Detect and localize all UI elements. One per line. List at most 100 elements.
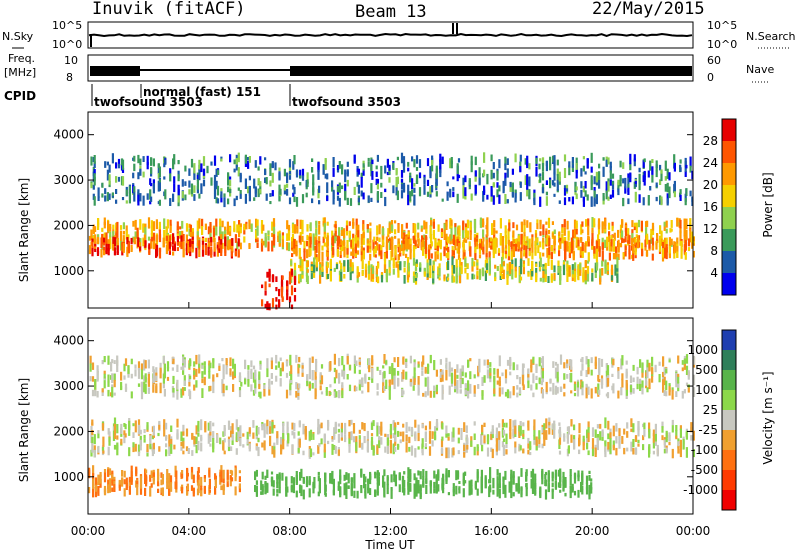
velocity-cell-cell xyxy=(427,365,430,374)
velocity-cell-cell xyxy=(237,427,240,432)
power-cell-cell xyxy=(664,237,667,248)
power-cell-cell xyxy=(152,183,155,194)
velocity-cell-cell xyxy=(530,384,533,391)
velocity-cell-cell xyxy=(107,446,110,456)
power-cell-cell xyxy=(267,241,270,252)
power-cell-cell xyxy=(269,180,272,187)
power-cell-cell xyxy=(152,158,155,167)
power-cell-cell xyxy=(553,248,556,252)
velocity-cell-cell xyxy=(207,422,210,431)
power-cell-cell xyxy=(305,272,309,277)
power-cell-cell xyxy=(673,246,676,253)
power-cell-cell xyxy=(616,257,619,269)
power-cell-cell xyxy=(465,239,468,243)
power-cell-cell xyxy=(478,269,482,276)
velocity-cell-cell xyxy=(302,450,305,456)
power-cell-cell xyxy=(469,222,472,231)
power-cell-cell xyxy=(494,264,497,269)
velocity-cell-cell xyxy=(302,423,305,435)
power-cell-cell xyxy=(586,260,590,264)
velocity-cell-cell xyxy=(421,438,424,448)
power-cell-cell xyxy=(163,229,166,241)
velocity-cell-cell xyxy=(147,387,150,394)
velocity-cell-cell xyxy=(586,429,589,441)
power-cell-cell xyxy=(496,189,499,198)
velocity-cell-cell xyxy=(337,423,340,427)
power-cell-cell xyxy=(445,233,448,244)
power-cell-cell xyxy=(356,181,359,187)
power-cell-cell xyxy=(181,220,184,229)
power-cell-cell xyxy=(269,193,272,197)
power-cell-cell xyxy=(627,184,630,195)
velocity-cell-cell xyxy=(569,485,572,494)
velocity-cell-cell xyxy=(531,472,535,480)
velocity-cell-cell xyxy=(91,389,95,397)
power-cell-cell xyxy=(571,274,574,278)
velocity-cell-cell xyxy=(345,490,348,499)
velocity-cell-cell xyxy=(541,443,544,449)
power-cell-cell xyxy=(450,161,453,169)
velocity-cell-cell xyxy=(247,373,250,382)
velocity-cell-cell xyxy=(368,358,371,368)
velocity-cell-cell xyxy=(522,422,525,427)
power-cell-cell xyxy=(581,221,584,227)
power-cell-cell xyxy=(655,170,658,178)
velocity-cell-cell xyxy=(393,379,396,390)
velocity-cell-cell xyxy=(570,390,573,394)
velocity-cell-cell xyxy=(113,392,116,396)
velocity-cell-cell xyxy=(534,485,537,496)
velocity-cell-cell xyxy=(621,436,624,444)
velocity-cell-cell xyxy=(563,392,566,397)
velocity-cell-cell xyxy=(332,478,335,485)
power-cell-cell xyxy=(293,196,296,203)
velocity-cell-cell xyxy=(286,427,289,435)
velocity-cell-cell xyxy=(505,422,508,428)
velocity-cell-cell xyxy=(347,485,350,489)
velocity-cell-cell xyxy=(646,359,649,371)
power-cell-cell xyxy=(508,264,511,275)
velocity-cell-cell xyxy=(172,387,175,393)
power-cell-cell xyxy=(96,247,100,255)
power-cell-cell xyxy=(115,231,118,240)
power-cell-cell xyxy=(506,199,509,204)
power-cell-cell xyxy=(264,169,267,175)
power-cell-cell xyxy=(665,228,668,234)
power-cell-cell xyxy=(476,232,479,238)
velocity-cell-cell xyxy=(237,427,240,437)
velocity-cell-cell xyxy=(155,375,158,381)
power-cell-cell xyxy=(235,158,238,168)
velocity-cell-cell xyxy=(222,375,225,380)
velocity-cell-cell xyxy=(415,486,418,497)
velocity-cell-cell xyxy=(520,487,523,498)
power-cell-cell xyxy=(526,161,529,169)
velocity-cell-cell xyxy=(298,383,301,389)
velocity-cell-cell xyxy=(183,387,186,391)
power-cell-cell xyxy=(157,163,160,168)
power-cell-cell xyxy=(611,173,615,179)
power-cell-cell xyxy=(609,161,612,168)
velocity-cell-cell xyxy=(152,442,155,450)
velocity-cell-cell xyxy=(273,424,276,429)
power-cell-cell xyxy=(397,264,400,273)
velocity-cell-cell xyxy=(358,439,361,448)
power-cell-cell xyxy=(689,228,692,237)
power-cell-cell xyxy=(476,262,479,266)
velocity-cell-cell xyxy=(587,450,590,456)
power-cell-cell xyxy=(633,222,636,231)
power-cell-cell xyxy=(336,168,340,173)
velocity-cell-cell xyxy=(200,419,203,431)
power-cell-cell xyxy=(635,234,638,239)
velocity-cell-cell xyxy=(519,445,522,451)
power-cell-cell xyxy=(202,156,206,166)
velocity-cell-cell xyxy=(612,383,615,394)
power-cell-cell xyxy=(629,153,632,165)
velocity-cell-cell xyxy=(645,375,648,386)
power-cell-cell xyxy=(628,244,631,253)
power-cell-cell xyxy=(660,196,663,206)
velocity-cell-cell xyxy=(149,435,152,444)
velocity-cell-cell xyxy=(625,386,628,396)
velocity-cell-cell xyxy=(663,448,666,454)
power-cell-cell xyxy=(673,162,676,172)
power-cell-cell xyxy=(492,195,495,205)
power-cell-cell xyxy=(647,170,650,178)
